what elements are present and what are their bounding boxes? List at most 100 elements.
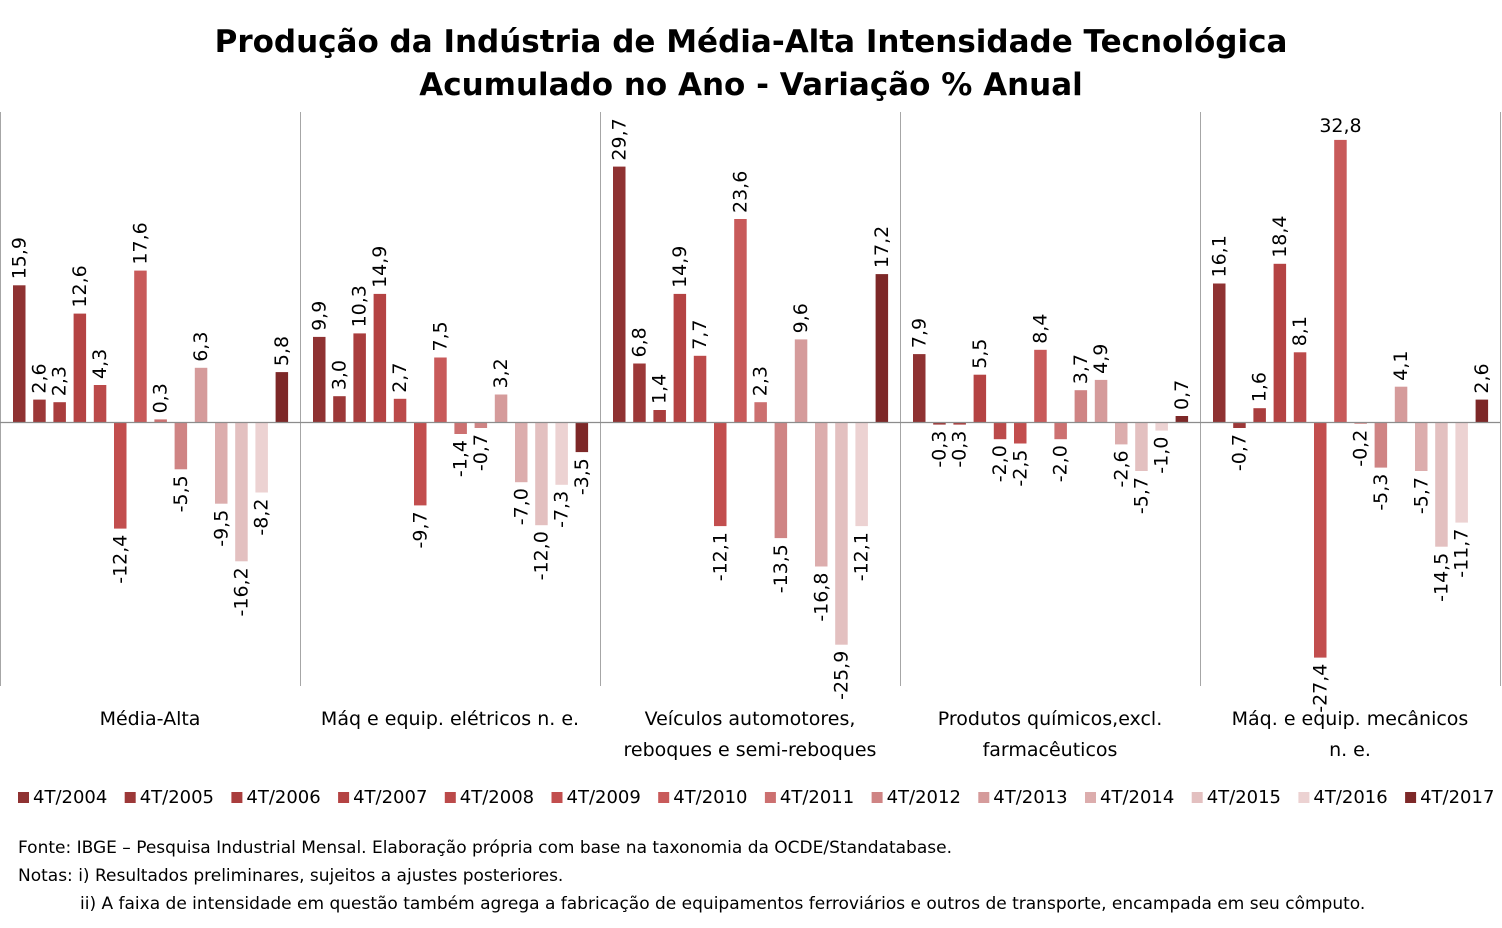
data-label: 23,6: [730, 171, 752, 213]
data-label: 32,8: [1319, 115, 1361, 137]
data-label: -0,2: [1350, 430, 1372, 467]
category-label: Veículos automotores, reboques e semi-reb…: [624, 708, 877, 761]
bar: [215, 422, 228, 504]
category-label: Média-Alta: [100, 708, 201, 730]
bar: [913, 354, 926, 422]
data-label: 2,3: [49, 366, 71, 396]
category-label: Máq. e equip. mecânicos n. e.: [1232, 708, 1469, 761]
bar: [393, 398, 407, 422]
data-label: -7,3: [551, 491, 573, 528]
data-label: 7,9: [908, 318, 930, 348]
legend-label: 4T/2004: [33, 787, 107, 808]
legend-swatch: [658, 792, 670, 803]
data-label: 15,9: [8, 237, 30, 279]
data-label: 4,1: [1390, 350, 1412, 380]
data-label: 1,6: [1249, 372, 1271, 402]
legend-swatch: [871, 792, 883, 803]
bar: [1233, 422, 1246, 428]
legend-swatch: [978, 792, 990, 803]
data-label: 1,4: [649, 374, 671, 404]
data-label: 4,3: [89, 349, 111, 379]
category-label: Máq e equip. elétricos n. e.: [321, 708, 579, 730]
data-label: 29,7: [608, 118, 630, 160]
data-label: 2,6: [1471, 363, 1493, 393]
bar: [1394, 386, 1408, 422]
bar: [875, 274, 889, 422]
data-label: -12,0: [531, 531, 553, 580]
bar: [114, 422, 127, 529]
data-label: 9,6: [790, 303, 812, 333]
bar: [1314, 422, 1327, 658]
data-label: 18,4: [1269, 215, 1291, 257]
bar: [535, 422, 548, 526]
legend-label: 4T/2010: [673, 787, 747, 808]
data-label: 2,6: [29, 363, 51, 393]
notes-line-1: Notas: i) Resultados preliminares, sujei…: [18, 866, 564, 886]
bar: [33, 399, 46, 422]
bar: [134, 270, 147, 422]
bar: [1475, 399, 1489, 422]
bar: [73, 313, 87, 422]
bar: [494, 394, 508, 422]
plot-area: 15,92,62,312,64,3-12,417,60,3-5,56,3-9,5…: [0, 112, 1501, 761]
legend-label: 4T/2008: [460, 787, 534, 808]
legend-label: 4T/2013: [993, 787, 1067, 808]
bar: [1435, 422, 1448, 547]
data-label: -5,5: [170, 475, 192, 512]
bar: [474, 422, 488, 428]
data-label: 14,9: [369, 246, 391, 288]
data-label: 2,3: [750, 366, 772, 396]
legend-label: 4T/2007: [353, 787, 427, 808]
data-label: 14,9: [669, 246, 691, 288]
legend-label: 4T/2017: [1420, 787, 1494, 808]
bar: [13, 285, 26, 422]
data-label: 10,3: [349, 285, 371, 327]
data-label: -0,3: [929, 431, 951, 468]
bar: [1253, 408, 1266, 422]
legend-swatch: [444, 792, 456, 803]
data-label: 3,2: [490, 358, 512, 388]
bar: [933, 422, 946, 425]
data-label: -13,5: [770, 544, 792, 593]
legend-swatch: [338, 792, 350, 803]
bar: [1415, 422, 1428, 471]
bar: [275, 372, 289, 422]
bar: [794, 339, 808, 422]
bar: [194, 367, 208, 422]
bar: [154, 419, 167, 422]
data-label: 12,6: [69, 265, 91, 307]
data-label: -1,4: [450, 440, 472, 477]
data-label: -5,3: [1370, 474, 1392, 511]
bar: [1334, 139, 1347, 422]
data-label: 5,5: [969, 338, 991, 368]
legend-label: 4T/2014: [1100, 787, 1174, 808]
bar: [454, 422, 467, 434]
bar: [414, 422, 427, 506]
bar: [1034, 349, 1047, 422]
legend-label: 4T/2006: [246, 787, 320, 808]
bar: [555, 422, 568, 485]
bar: [1273, 263, 1287, 422]
bar: [953, 422, 966, 425]
bar: [815, 422, 828, 567]
bar: [53, 402, 66, 422]
bar: [613, 166, 626, 422]
bar: [255, 422, 268, 493]
bar: [1374, 422, 1388, 468]
data-label: -14,5: [1431, 553, 1453, 602]
data-label: -0,7: [470, 434, 492, 471]
bar: [693, 355, 707, 422]
bar: [235, 422, 248, 562]
data-label: -5,7: [1131, 477, 1153, 514]
data-label: -0,3: [949, 431, 971, 468]
bar: [653, 410, 666, 422]
data-label: -2,5: [1009, 450, 1031, 487]
bar: [313, 336, 326, 422]
data-label: -12,1: [851, 532, 873, 581]
data-label: -8,2: [251, 499, 273, 536]
bar: [774, 422, 788, 539]
bar: [1014, 422, 1027, 444]
data-label: -12,4: [109, 535, 131, 584]
bar: [1074, 390, 1088, 422]
data-label: 5,8: [271, 336, 293, 366]
